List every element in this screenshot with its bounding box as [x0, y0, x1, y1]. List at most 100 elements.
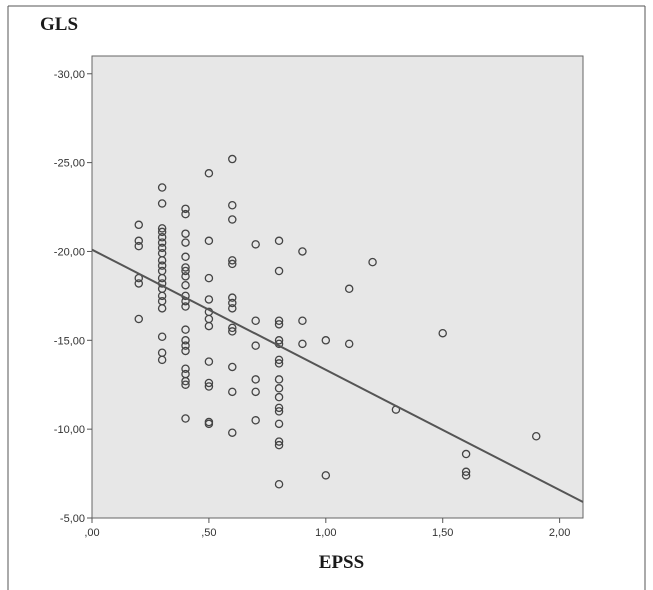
x-tick-label: 1,00	[315, 527, 336, 539]
data-point	[181, 204, 190, 214]
data-point	[274, 440, 284, 450]
data-point	[274, 316, 284, 326]
data-point	[157, 273, 167, 283]
data-point	[181, 229, 190, 238]
data-point	[228, 387, 237, 397]
data-point	[251, 341, 260, 350]
data-point	[157, 227, 167, 237]
data-point	[157, 355, 167, 365]
data-point	[438, 328, 447, 338]
data-point	[157, 199, 167, 208]
x-axis: ,00 ,50 1,00 1,50 2,00	[84, 518, 570, 539]
x-tick-label: ,00	[84, 527, 99, 539]
data-point	[274, 403, 284, 413]
data-point	[461, 449, 471, 459]
data-point	[274, 236, 284, 246]
data-point	[344, 339, 354, 349]
data-point	[321, 471, 331, 480]
data-point	[274, 375, 284, 384]
data-point	[157, 224, 167, 233]
data-point	[204, 382, 214, 391]
data-point	[274, 392, 284, 402]
data-point	[368, 257, 377, 267]
data-point	[274, 479, 284, 489]
data-point	[298, 316, 307, 326]
data-point	[228, 215, 237, 224]
data-point	[251, 387, 260, 397]
data-point	[134, 220, 144, 230]
data-point	[461, 467, 471, 477]
data-point	[157, 291, 167, 301]
data-point	[228, 201, 237, 210]
data-point	[204, 295, 214, 304]
data-point	[344, 284, 354, 294]
y-tick-label: -25,00	[54, 158, 85, 170]
data-point	[228, 298, 237, 308]
data-point	[228, 293, 237, 302]
y-axis: -30,00 -25,00 -20,00 -15,00 -10,00 -5,00	[54, 69, 92, 525]
data-point	[251, 416, 260, 425]
data-point	[134, 236, 144, 246]
data-point	[204, 273, 214, 283]
regression-line	[91, 248, 584, 503]
y-tick-label: -30,00	[54, 69, 85, 81]
data-point	[181, 252, 190, 262]
data-point	[251, 316, 260, 326]
x-tick-label: ,50	[201, 527, 216, 539]
data-point	[228, 327, 237, 336]
data-point	[321, 336, 331, 345]
x-tick-label: 2,00	[549, 527, 570, 539]
data-point	[157, 183, 167, 192]
data-point	[251, 240, 260, 249]
data-point	[274, 419, 284, 429]
data-point	[204, 419, 214, 429]
x-axis-title: EPSS	[318, 552, 365, 573]
data-point	[157, 238, 167, 247]
data-point	[157, 261, 167, 270]
data-point	[157, 304, 167, 313]
plot-area	[91, 55, 584, 519]
scatter-points	[134, 154, 541, 489]
data-point	[204, 236, 214, 246]
data-point	[134, 314, 144, 324]
y-tick-label: -10,00	[54, 424, 85, 436]
data-point	[228, 304, 237, 313]
data-point	[181, 380, 190, 389]
data-point	[181, 263, 190, 272]
data-point	[298, 247, 307, 256]
y-tick-label: -5,00	[60, 513, 85, 525]
data-point	[461, 471, 471, 480]
data-point	[157, 256, 167, 265]
data-point	[274, 355, 284, 365]
data-point	[274, 384, 284, 393]
data-point	[181, 272, 190, 281]
data-point	[157, 243, 167, 253]
data-point	[228, 428, 237, 437]
data-point	[298, 339, 307, 349]
data-point	[134, 241, 144, 251]
data-point	[181, 376, 190, 386]
data-point	[181, 341, 190, 350]
data-point	[181, 364, 190, 373]
data-point	[181, 209, 190, 219]
data-point	[274, 336, 284, 345]
data-point	[181, 325, 190, 334]
data-point	[181, 266, 190, 276]
data-point	[204, 357, 214, 366]
data-point	[228, 259, 237, 269]
data-point	[228, 323, 237, 333]
y-axis-title: GLS	[40, 14, 79, 35]
data-point	[157, 232, 167, 242]
data-point	[274, 359, 284, 368]
data-point	[181, 336, 190, 345]
data-point	[204, 169, 214, 178]
data-point	[204, 378, 214, 388]
data-point	[274, 437, 284, 446]
data-point	[251, 375, 260, 384]
y-tick-label: -20,00	[54, 246, 85, 258]
data-point	[274, 407, 284, 416]
data-point	[228, 362, 237, 372]
data-point	[181, 238, 190, 247]
data-point	[181, 414, 190, 423]
data-point	[228, 154, 237, 164]
